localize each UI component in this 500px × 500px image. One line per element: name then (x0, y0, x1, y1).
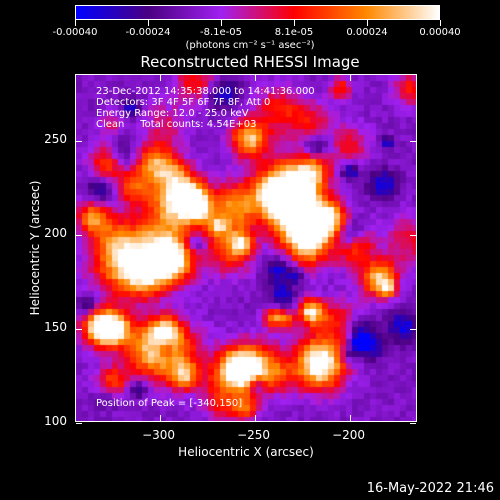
annotation-line: Detectors: 3F 4F 5F 6F 7F 8F, Att 0 (96, 97, 271, 108)
colorbar-tick-label: -0.00024 (125, 27, 171, 38)
colorbar-tick-label: -8.1e-05 (200, 27, 242, 38)
x-tick (159, 415, 161, 421)
y-tick (410, 328, 416, 330)
x-tick (254, 75, 256, 81)
plot-area: 23-Dec-2012 14:35:38.000 to 14:41:36.000… (75, 74, 417, 424)
y-tick-label: 150 (44, 319, 67, 334)
heatmap-image (76, 75, 416, 421)
x-axis-label: Heliocentric X (arcsec) (178, 445, 314, 459)
annotation-line: 23-Dec-2012 14:35:38.000 to 14:41:36.000 (96, 86, 315, 97)
colorbar (75, 5, 440, 20)
colorbar-tick (148, 20, 149, 26)
colorbar-tick-label: 8.1e-05 (274, 27, 314, 38)
y-tick (76, 423, 82, 424)
x-tick (159, 75, 161, 81)
y-tick (410, 423, 416, 424)
peak-annotation: Position of Peak = [-340,150] (96, 398, 243, 409)
x-tick-label: −200 (332, 428, 366, 442)
chart-title: Reconstructed RHESSI Image (140, 53, 360, 71)
annotation-line: Energy Range: 12.0 - 25.0 keV (96, 108, 249, 119)
x-tick-label: −250 (237, 428, 271, 442)
colorbar-tick-label: 0.00040 (419, 27, 461, 38)
y-tick (410, 234, 416, 236)
y-tick (76, 234, 82, 236)
y-tick-label: 250 (44, 131, 67, 146)
colorbar-tick-label: 0.00024 (346, 27, 388, 38)
colorbar-tick (440, 20, 441, 26)
colorbar-tick (75, 20, 76, 26)
colorbar-units: (photons cm⁻² s⁻¹ asec⁻²) (185, 40, 315, 51)
colorbar-tick (221, 20, 222, 26)
y-axis-label: Heliocentric Y (arcsec) (28, 180, 42, 316)
y-tick (410, 140, 416, 142)
x-tick (349, 415, 351, 421)
timestamp-footer: 16-May-2022 21:46 (366, 481, 494, 496)
annotation-line: Clean Total counts: 4.54E+03 (96, 119, 257, 130)
x-tick-label: −300 (142, 428, 176, 442)
x-tick (349, 75, 351, 81)
colorbar-tick (294, 20, 295, 26)
x-tick (254, 415, 256, 421)
colorbar-tick-label: -0.00040 (52, 27, 98, 38)
y-tick (76, 140, 82, 142)
colorbar-tick (367, 20, 368, 26)
y-tick-label: 100 (44, 414, 67, 428)
y-tick-label: 200 (44, 225, 67, 240)
y-tick (76, 328, 82, 330)
